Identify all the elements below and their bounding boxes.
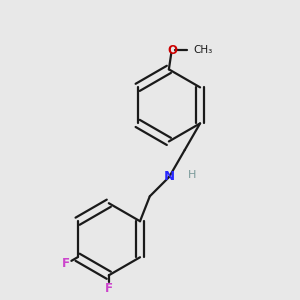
- Text: H: H: [188, 170, 196, 180]
- Text: F: F: [105, 282, 113, 295]
- Text: N: N: [164, 170, 175, 183]
- Text: F: F: [62, 257, 70, 270]
- Text: CH₃: CH₃: [193, 46, 212, 56]
- Text: O: O: [167, 44, 177, 57]
